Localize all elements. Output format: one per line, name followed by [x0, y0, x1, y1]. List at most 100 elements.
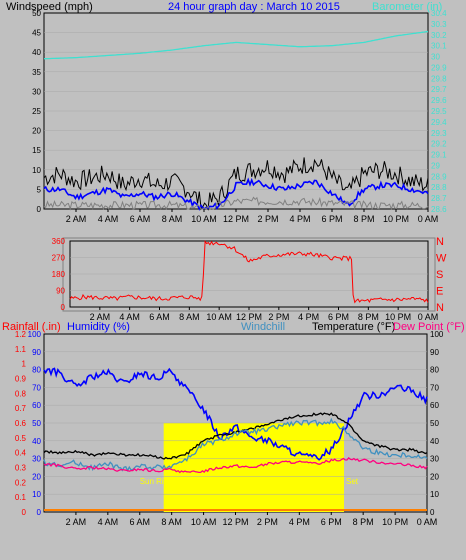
x-tick-label: 2 AM: [90, 312, 111, 322]
axis-tick-label: 29.6: [431, 96, 447, 105]
axis-tick-label: 30: [32, 455, 41, 464]
axis-tick-label: 90: [430, 348, 439, 357]
axis-tick-label: 40: [32, 437, 41, 446]
x-tick-label: 8 PM: [353, 517, 374, 527]
axis-tick-label: 28.6: [431, 205, 447, 214]
axis-tick-label: 80: [32, 366, 41, 375]
axis-tick-label: 30.1: [431, 42, 447, 51]
wind-x-axis: 2 AM 4 AM 6 AM 8 AM 10 AM 12 PM 2 PM 4 PM 6 PM 8 …: [66, 209, 439, 224]
axis-tick-label: 0: [37, 205, 42, 214]
axis-tick-label: 10: [32, 490, 41, 499]
x-tick-label: 4 PM: [298, 312, 319, 322]
series-wind_dir_gray: [43, 196, 429, 211]
axis-tick-label: 30.2: [431, 31, 447, 40]
temperature-series: [43, 367, 428, 474]
x-tick-label: 4 AM: [98, 214, 119, 224]
axis-tick-label: 1.1: [15, 345, 27, 354]
axis-tick-label: 30: [430, 455, 439, 464]
axis-tick-label: 90: [32, 348, 41, 357]
axis-tick-label: 35: [32, 68, 41, 77]
x-tick-label: 8 AM: [162, 214, 183, 224]
sunrise-label: Sun Rise: [140, 477, 173, 486]
x-tick-label: 0 AM: [418, 214, 439, 224]
x-tick-label: 2 PM: [257, 517, 278, 527]
x-tick-label: 8 PM: [358, 312, 379, 322]
chart-title: 24 hour graph day : March 10 2015: [168, 1, 340, 13]
axis-tick-label: 20: [430, 472, 439, 481]
x-tick-label: 10 PM: [383, 214, 409, 224]
x-tick-label: 2 AM: [66, 517, 87, 527]
axis-tick-label: 30: [32, 87, 41, 96]
axis-tick-label: 29.5: [431, 107, 447, 116]
humidity-axis-ticks: 0 10 20 30 40 50 60 70 80 90 100: [28, 330, 42, 517]
axis-tick-label: 0.8: [15, 389, 27, 398]
axis-tick-label: 28.8: [431, 183, 447, 192]
axis-tick-label: 270: [52, 254, 66, 263]
x-tick-label: 6 PM: [328, 312, 349, 322]
axis-tick-label: 0.7: [15, 404, 27, 413]
x-tick-label: 6 AM: [130, 214, 151, 224]
x-tick-label: 8 PM: [353, 214, 374, 224]
x-tick-label: 4 PM: [289, 517, 310, 527]
compass-label: W: [436, 253, 447, 265]
x-tick-label: 4 PM: [289, 214, 310, 224]
x-tick-label: 0 AM: [417, 517, 438, 527]
axis-tick-label: 100: [28, 330, 42, 339]
axis-tick-label: 20: [32, 127, 41, 136]
x-tick-label: 6 AM: [129, 517, 150, 527]
x-tick-label: 8 AM: [179, 312, 200, 322]
axis-tick-label: 20: [32, 472, 41, 481]
axis-tick-label: 60: [430, 401, 439, 410]
axis-tick-label: 0.3: [15, 464, 27, 473]
axis-tick-label: 29.2: [431, 140, 447, 149]
axis-tick-label: 29.7: [431, 85, 447, 94]
axis-tick-label: 30.3: [431, 20, 447, 29]
axis-tick-label: 70: [32, 383, 41, 392]
x-tick-label: 12 PM: [222, 517, 248, 527]
x-tick-label: 6 PM: [321, 214, 342, 224]
axis-tick-label: 29.4: [431, 118, 447, 127]
temperature-axis-ticks: 0 10 20 30 40 50 60 70 80 90 100: [430, 330, 444, 517]
axis-tick-label: 100: [430, 330, 444, 339]
x-tick-label: 10 AM: [191, 214, 217, 224]
axis-tick-label: 10: [430, 490, 439, 499]
series-wind_direction: [69, 239, 429, 304]
axis-tick-label: 80: [430, 366, 439, 375]
axis-tick-label: 0.9: [15, 375, 27, 384]
rainfall-label: Rainfall (.in): [2, 321, 61, 333]
series-barometer: [44, 30, 429, 60]
humidity-label: Humidity (%): [67, 321, 130, 333]
axis-tick-label: 10: [32, 166, 41, 175]
axis-tick-label: 29.1: [431, 151, 447, 160]
direction-axis-ticks: 0 90 180 270 360: [52, 237, 66, 312]
axis-tick-label: 0: [61, 303, 66, 312]
direction-grid: [70, 257, 428, 291]
compass-label: S: [436, 269, 443, 281]
axis-tick-label: 0.4: [15, 449, 27, 458]
direction-series: [69, 239, 429, 304]
axis-tick-label: 45: [32, 29, 41, 38]
x-tick-label: 4 AM: [119, 312, 140, 322]
x-tick-label: 10 PM: [385, 312, 411, 322]
axis-tick-label: 0: [37, 508, 42, 517]
axis-tick-label: 90: [56, 287, 65, 296]
axis-tick-label: 1: [22, 360, 27, 369]
x-tick-label: 2 PM: [257, 214, 278, 224]
wind-series: [43, 30, 429, 211]
temperature-label: Temperature (°F): [312, 321, 395, 333]
axis-tick-label: 29: [431, 161, 440, 170]
x-tick-label: 10 AM: [191, 517, 217, 527]
axis-tick-label: 0.2: [15, 478, 27, 487]
axis-tick-label: 50: [32, 419, 41, 428]
x-tick-label: 0 AM: [418, 312, 439, 322]
axis-tick-label: 15: [32, 146, 41, 155]
x-tick-label: 10 AM: [206, 312, 232, 322]
compass-label: N: [436, 302, 444, 314]
x-tick-label: 12 PM: [236, 312, 262, 322]
axis-tick-label: 1.2: [15, 330, 27, 339]
axis-tick-label: 70: [430, 383, 439, 392]
windchill-label: Windchill: [241, 321, 285, 333]
barometer-label: Barometer (in): [372, 1, 442, 13]
